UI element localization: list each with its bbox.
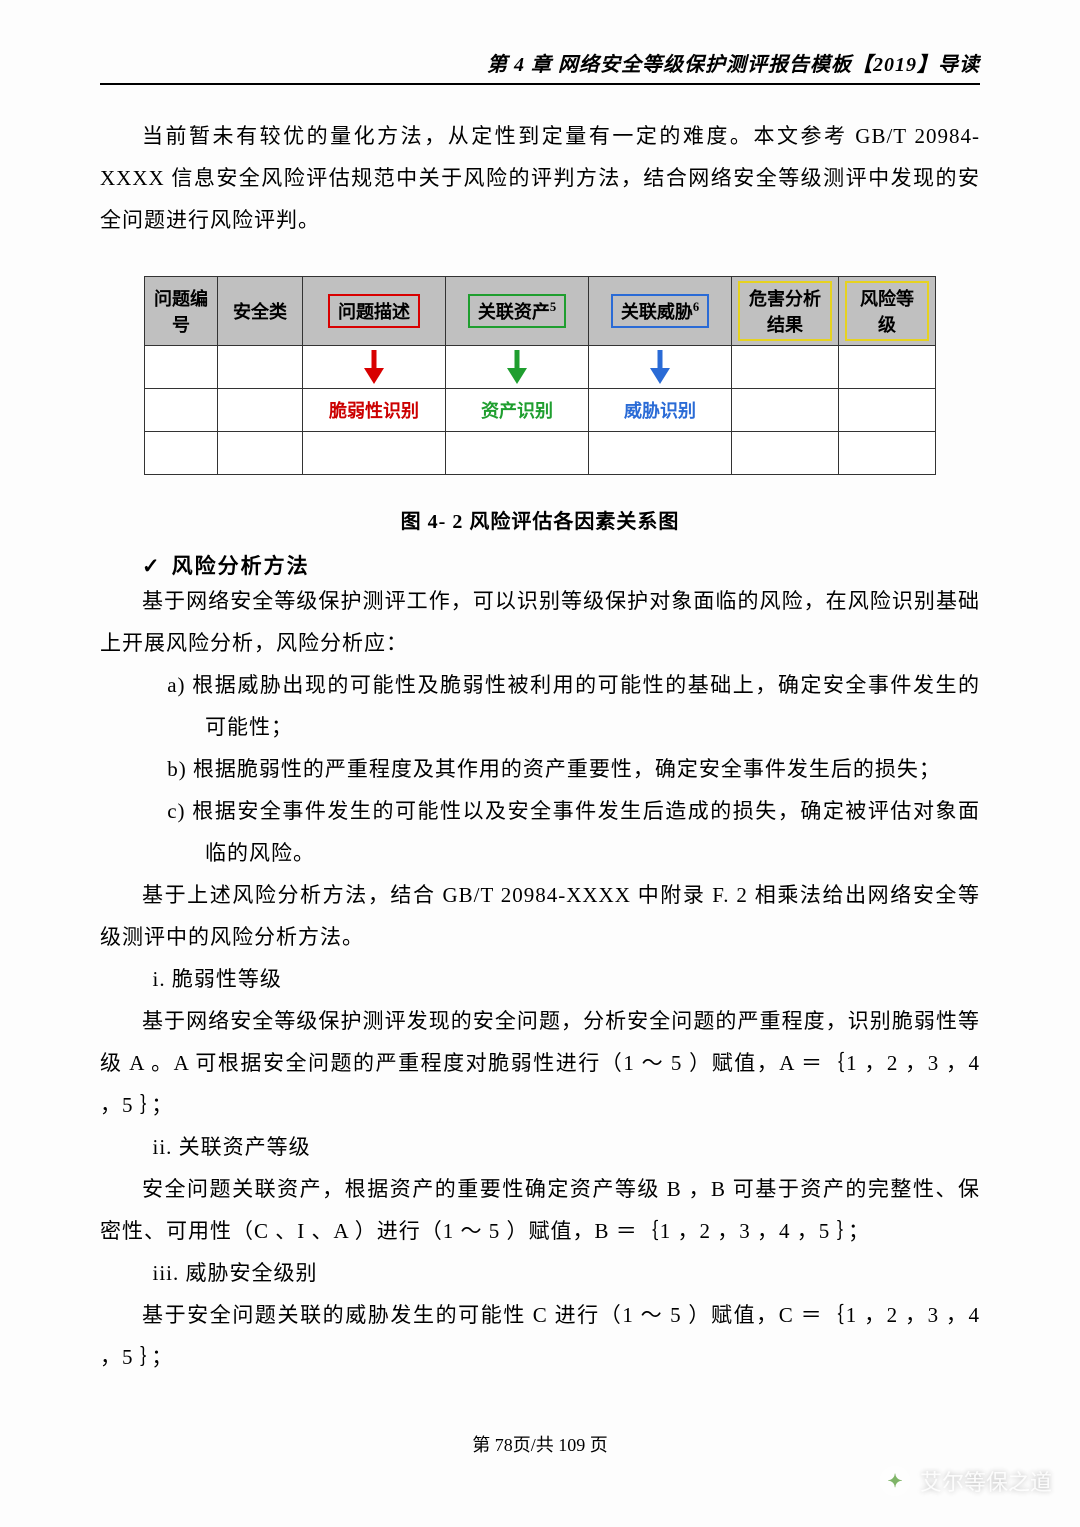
cell-empty: [303, 432, 446, 475]
th-risk-level: 风险等级: [839, 277, 936, 346]
cell-empty: [839, 346, 936, 389]
roman-ii-body: 安全问题关联资产，根据资产的重要性确定资产等级 B ，B 可基于资产的完整性、保…: [100, 1168, 980, 1252]
page-footer: 第 78页/共 109 页: [0, 1431, 1080, 1457]
cell-empty: [145, 346, 218, 389]
th-related-threat: 关联威胁6: [589, 277, 732, 346]
roman-iii-body: 基于安全问题关联的威胁发生的可能性 C 进行（1 ～ 5 ）赋值，C ＝｛1 ，…: [100, 1294, 980, 1378]
cell-empty: [589, 432, 732, 475]
list-item-b: b) 根据脆弱性的严重程度及其作用的资产重要性，确定安全事件发生后的损失；: [167, 748, 980, 790]
table-label-row: 脆弱性识别 资产识别 威胁识别: [145, 389, 936, 432]
th-related-asset: 关联资产5: [446, 277, 589, 346]
cell-empty: [218, 432, 303, 475]
box-related-threat: 关联威胁6: [611, 294, 709, 328]
relationship-table: 问题编号 安全类 问题描述 关联资产5 关联威胁6 危害分析结果: [144, 276, 936, 475]
th-related-threat-text: 关联威胁: [621, 302, 693, 322]
th-problem-id: 问题编号: [145, 277, 218, 346]
cell-empty: [839, 389, 936, 432]
table-empty-row: [145, 432, 936, 475]
figure-4-2: 问题编号 安全类 问题描述 关联资产5 关联威胁6 危害分析结果: [100, 276, 980, 475]
watermark: ✦ 艾尔等保之道: [880, 1465, 1052, 1497]
roman-i-body: 基于网络安全等级保护测评发现的安全问题，分析安全问题的严重程度，识别脆弱性等级 …: [100, 1000, 980, 1126]
arrow-blue: [589, 346, 732, 389]
risk-method-summary: 基于上述风险分析方法，结合 GB/T 20984-XXXX 中附录 F. 2 相…: [100, 874, 980, 958]
roman-ii-head: ii. 关联资产等级: [153, 1126, 981, 1168]
box-risk-level: 风险等级: [845, 281, 929, 341]
th-related-asset-sup: 5: [550, 300, 556, 314]
cell-empty: [218, 346, 303, 389]
label-vuln-identify: 脆弱性识别: [303, 389, 446, 432]
risk-method-intro: 基于网络安全等级保护测评工作，可以识别等级保护对象面临的风险，在风险识别基础上开…: [100, 580, 980, 664]
section-heading-text: 风险分析方法: [172, 554, 310, 578]
cell-empty: [218, 389, 303, 432]
header-rule: [100, 81, 980, 85]
arrow-red: [303, 346, 446, 389]
list-item-c: c) 根据安全事件发生的可能性以及安全事件发生后造成的损失，确定被评估对象面临的…: [167, 790, 980, 874]
th-problem-desc: 问题描述: [303, 277, 446, 346]
arrow-green: [446, 346, 589, 389]
cell-empty: [145, 389, 218, 432]
abc-list: a) 根据威胁出现的可能性及脆弱性被利用的可能性的基础上，确定安全事件发生的可能…: [100, 664, 980, 874]
box-harm-result: 危害分析结果: [738, 281, 832, 341]
cell-empty: [732, 432, 839, 475]
table-arrow-row: [145, 346, 936, 389]
section-heading-risk-method: ✓ 风险分析方法: [142, 550, 980, 580]
th-harm-result: 危害分析结果: [732, 277, 839, 346]
table-header-row: 问题编号 安全类 问题描述 关联资产5 关联威胁6 危害分析结果: [145, 277, 936, 346]
cell-empty: [145, 432, 218, 475]
document-page: 第 4 章 网络安全等级保护测评报告模板【2019】导读 当前暂未有较优的量化方…: [0, 0, 1080, 1527]
watermark-text: 艾尔等保之道: [920, 1465, 1052, 1497]
roman-iii-head: iii. 威胁安全级别: [153, 1252, 981, 1294]
check-icon: ✓: [142, 555, 162, 578]
roman-i-head: i. 脆弱性等级: [153, 958, 981, 1000]
box-problem-desc: 问题描述: [328, 294, 420, 328]
wechat-icon: ✦: [880, 1466, 910, 1496]
th-security-class: 安全类: [218, 277, 303, 346]
cell-empty: [446, 432, 589, 475]
cell-empty: [732, 389, 839, 432]
arrow-down-icon: [504, 350, 530, 384]
cell-empty: [839, 432, 936, 475]
label-threat-identify: 威胁识别: [589, 389, 732, 432]
cell-empty: [732, 346, 839, 389]
figure-caption: 图 4- 2 风险评估各因素关系图: [100, 505, 980, 534]
th-related-asset-text: 关联资产: [478, 302, 550, 322]
list-item-a: a) 根据威胁出现的可能性及脆弱性被利用的可能性的基础上，确定安全事件发生的可能…: [167, 664, 980, 748]
th-related-threat-sup: 6: [693, 300, 699, 314]
arrow-down-icon: [361, 350, 387, 384]
box-related-asset: 关联资产5: [468, 294, 566, 328]
page-header: 第 4 章 网络安全等级保护测评报告模板【2019】导读: [100, 48, 980, 77]
intro-paragraph: 当前暂未有较优的量化方法，从定性到定量有一定的难度。本文参考 GB/T 2098…: [100, 115, 980, 241]
arrow-down-icon: [647, 350, 673, 384]
label-asset-identify: 资产识别: [446, 389, 589, 432]
